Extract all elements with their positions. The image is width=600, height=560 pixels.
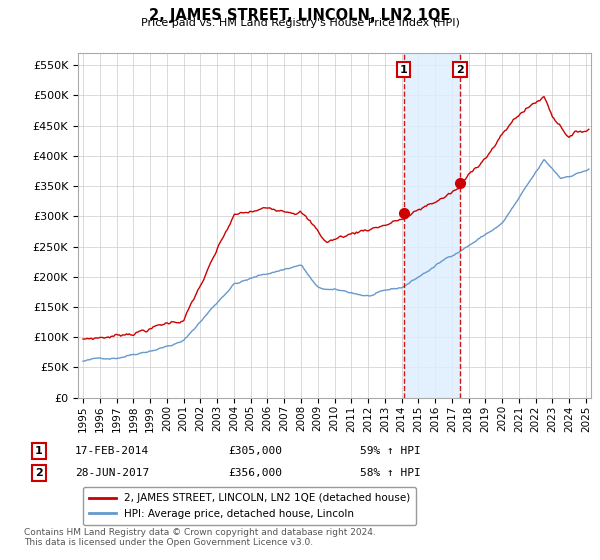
Text: £305,000: £305,000 <box>228 446 282 456</box>
Legend: 2, JAMES STREET, LINCOLN, LN2 1QE (detached house), HPI: Average price, detached: 2, JAMES STREET, LINCOLN, LN2 1QE (detac… <box>83 487 416 525</box>
Text: Price paid vs. HM Land Registry's House Price Index (HPI): Price paid vs. HM Land Registry's House … <box>140 18 460 28</box>
Text: 58% ↑ HPI: 58% ↑ HPI <box>360 468 421 478</box>
Text: Contains HM Land Registry data © Crown copyright and database right 2024.
This d: Contains HM Land Registry data © Crown c… <box>24 528 376 547</box>
Text: 1: 1 <box>400 64 407 74</box>
Text: £356,000: £356,000 <box>228 468 282 478</box>
Text: 2: 2 <box>456 64 464 74</box>
Text: 2, JAMES STREET, LINCOLN, LN2 1QE: 2, JAMES STREET, LINCOLN, LN2 1QE <box>149 8 451 24</box>
Text: 28-JUN-2017: 28-JUN-2017 <box>75 468 149 478</box>
Text: 17-FEB-2014: 17-FEB-2014 <box>75 446 149 456</box>
Bar <box>404 53 460 398</box>
Text: 1: 1 <box>35 446 43 456</box>
Text: 2: 2 <box>35 468 43 478</box>
Text: 59% ↑ HPI: 59% ↑ HPI <box>360 446 421 456</box>
